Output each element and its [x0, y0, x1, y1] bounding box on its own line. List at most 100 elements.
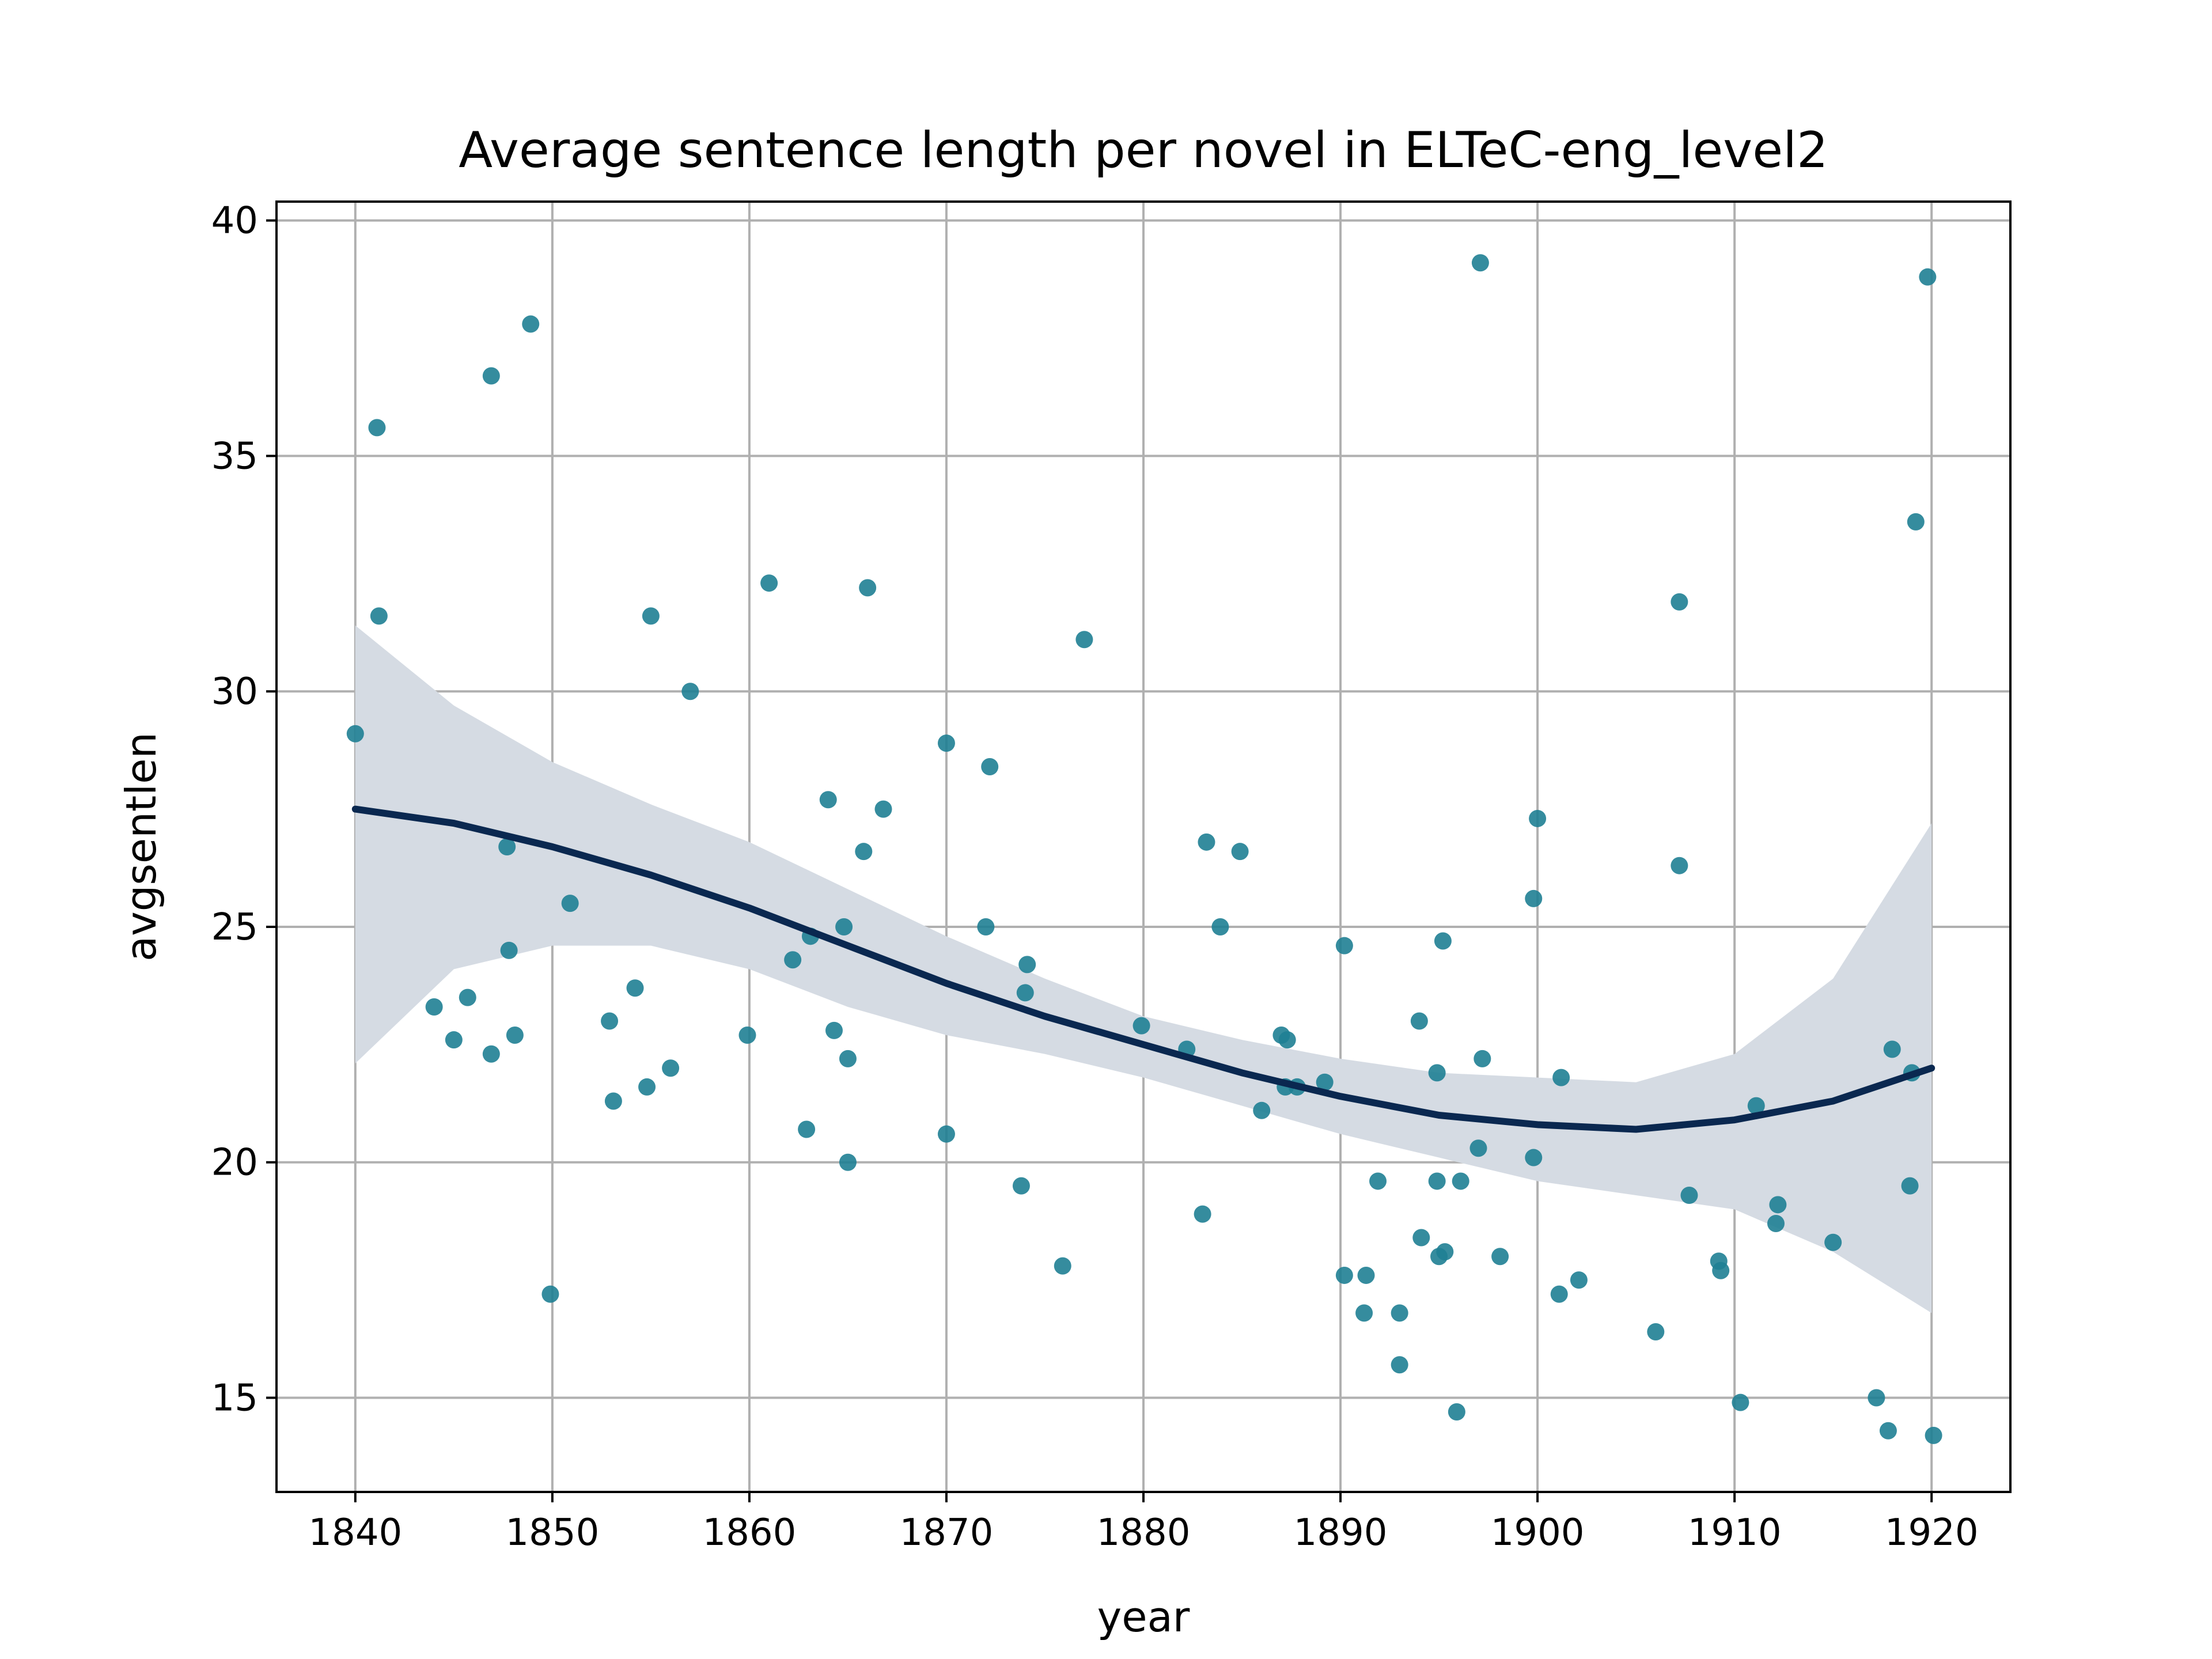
y-tick-label: 40: [211, 200, 258, 243]
x-axis-ticks: 1840 1850 1860 1870 1880 1890 1900 1910 1920: [308, 1492, 1979, 1554]
data-point: [1570, 1271, 1588, 1289]
data-point: [1671, 593, 1688, 611]
x-tick-label: 1900: [1491, 1512, 1585, 1554]
data-point: [1198, 833, 1215, 851]
x-tick-label: 1870: [900, 1512, 994, 1554]
data-point: [874, 800, 892, 818]
data-point: [1769, 1196, 1787, 1214]
x-tick-label: 1860: [702, 1512, 796, 1554]
x-tick-label: 1850: [505, 1512, 599, 1554]
y-tick-label: 35: [211, 435, 258, 478]
data-point: [1369, 1172, 1387, 1190]
y-tick-label: 15: [211, 1377, 258, 1419]
data-point: [1680, 1186, 1698, 1204]
data-point: [937, 1125, 955, 1143]
data-point: [1075, 631, 1093, 649]
confidence-band-area: [355, 625, 1932, 1313]
data-point: [819, 791, 837, 809]
data-point: [1550, 1285, 1568, 1303]
confidence-band: [355, 625, 1932, 1313]
data-point: [1767, 1215, 1785, 1233]
data-point: [839, 1050, 857, 1067]
data-point: [1525, 889, 1543, 907]
data-point: [1901, 1177, 1919, 1195]
data-point: [601, 1012, 619, 1030]
data-point: [1471, 254, 1489, 272]
x-tick-label: 1840: [308, 1512, 402, 1554]
data-point: [1907, 513, 1925, 531]
data-points: [346, 254, 1942, 1444]
data-point: [638, 1078, 656, 1096]
data-point: [1132, 1017, 1150, 1035]
data-point: [662, 1059, 680, 1077]
y-axis-ticks: 15 20 25 30 35 40: [211, 200, 276, 1419]
data-point: [1391, 1356, 1408, 1374]
data-point: [798, 1120, 816, 1138]
data-point: [784, 951, 802, 969]
data-point: [1436, 1243, 1454, 1261]
data-point: [541, 1285, 559, 1303]
data-point: [482, 1045, 500, 1063]
regression-curve: [351, 805, 1936, 1133]
data-point: [1335, 937, 1353, 955]
data-point: [977, 918, 995, 935]
data-point: [1054, 1257, 1071, 1275]
data-point: [368, 419, 386, 437]
x-tick-label: 1920: [1885, 1512, 1979, 1554]
data-point: [1879, 1422, 1897, 1440]
data-point: [1732, 1393, 1749, 1411]
x-tick-label: 1890: [1294, 1512, 1388, 1554]
data-point: [1410, 1012, 1428, 1030]
data-point: [1391, 1304, 1408, 1322]
data-point: [1428, 1172, 1446, 1190]
x-axis-label: year: [1097, 1593, 1190, 1641]
data-point: [498, 838, 516, 855]
data-point: [1469, 1139, 1487, 1157]
data-point: [859, 579, 877, 597]
data-point: [760, 574, 778, 592]
x-tick-label: 1880: [1097, 1512, 1191, 1554]
data-point: [1552, 1069, 1570, 1086]
data-point: [1335, 1266, 1353, 1284]
data-point: [1647, 1323, 1665, 1341]
data-point: [1357, 1266, 1375, 1284]
data-point: [839, 1153, 857, 1171]
data-point: [1018, 956, 1036, 974]
y-tick-label: 25: [211, 906, 258, 949]
y-tick-label: 30: [211, 671, 258, 713]
data-point: [1712, 1262, 1730, 1279]
data-point: [1316, 1073, 1334, 1091]
data-point: [445, 1031, 463, 1049]
data-point: [1253, 1101, 1271, 1119]
data-point: [1474, 1050, 1491, 1067]
data-point: [1452, 1172, 1469, 1190]
data-point: [1824, 1233, 1842, 1251]
data-point: [482, 367, 500, 385]
data-point: [835, 918, 853, 935]
data-point: [1428, 1064, 1446, 1082]
data-point: [346, 725, 364, 743]
data-point: [1412, 1229, 1430, 1247]
chart-title: Average sentence length per novel in ELT…: [459, 122, 1828, 179]
y-axis-label: avgsentlen: [117, 732, 165, 961]
data-point: [1529, 809, 1547, 827]
data-point: [1448, 1403, 1465, 1421]
data-point: [1671, 857, 1688, 874]
data-point: [1012, 1177, 1030, 1195]
data-point: [522, 315, 540, 333]
data-point: [1434, 932, 1452, 950]
data-point: [1016, 984, 1034, 1002]
data-point: [825, 1021, 843, 1039]
data-point: [506, 1027, 524, 1044]
data-point: [681, 683, 699, 700]
data-point: [425, 998, 443, 1016]
data-point: [604, 1092, 622, 1110]
data-point: [561, 895, 579, 912]
data-point: [855, 843, 873, 861]
data-point: [1491, 1248, 1509, 1266]
data-point: [1211, 918, 1229, 935]
data-point: [981, 758, 999, 776]
data-point: [1925, 1426, 1942, 1444]
